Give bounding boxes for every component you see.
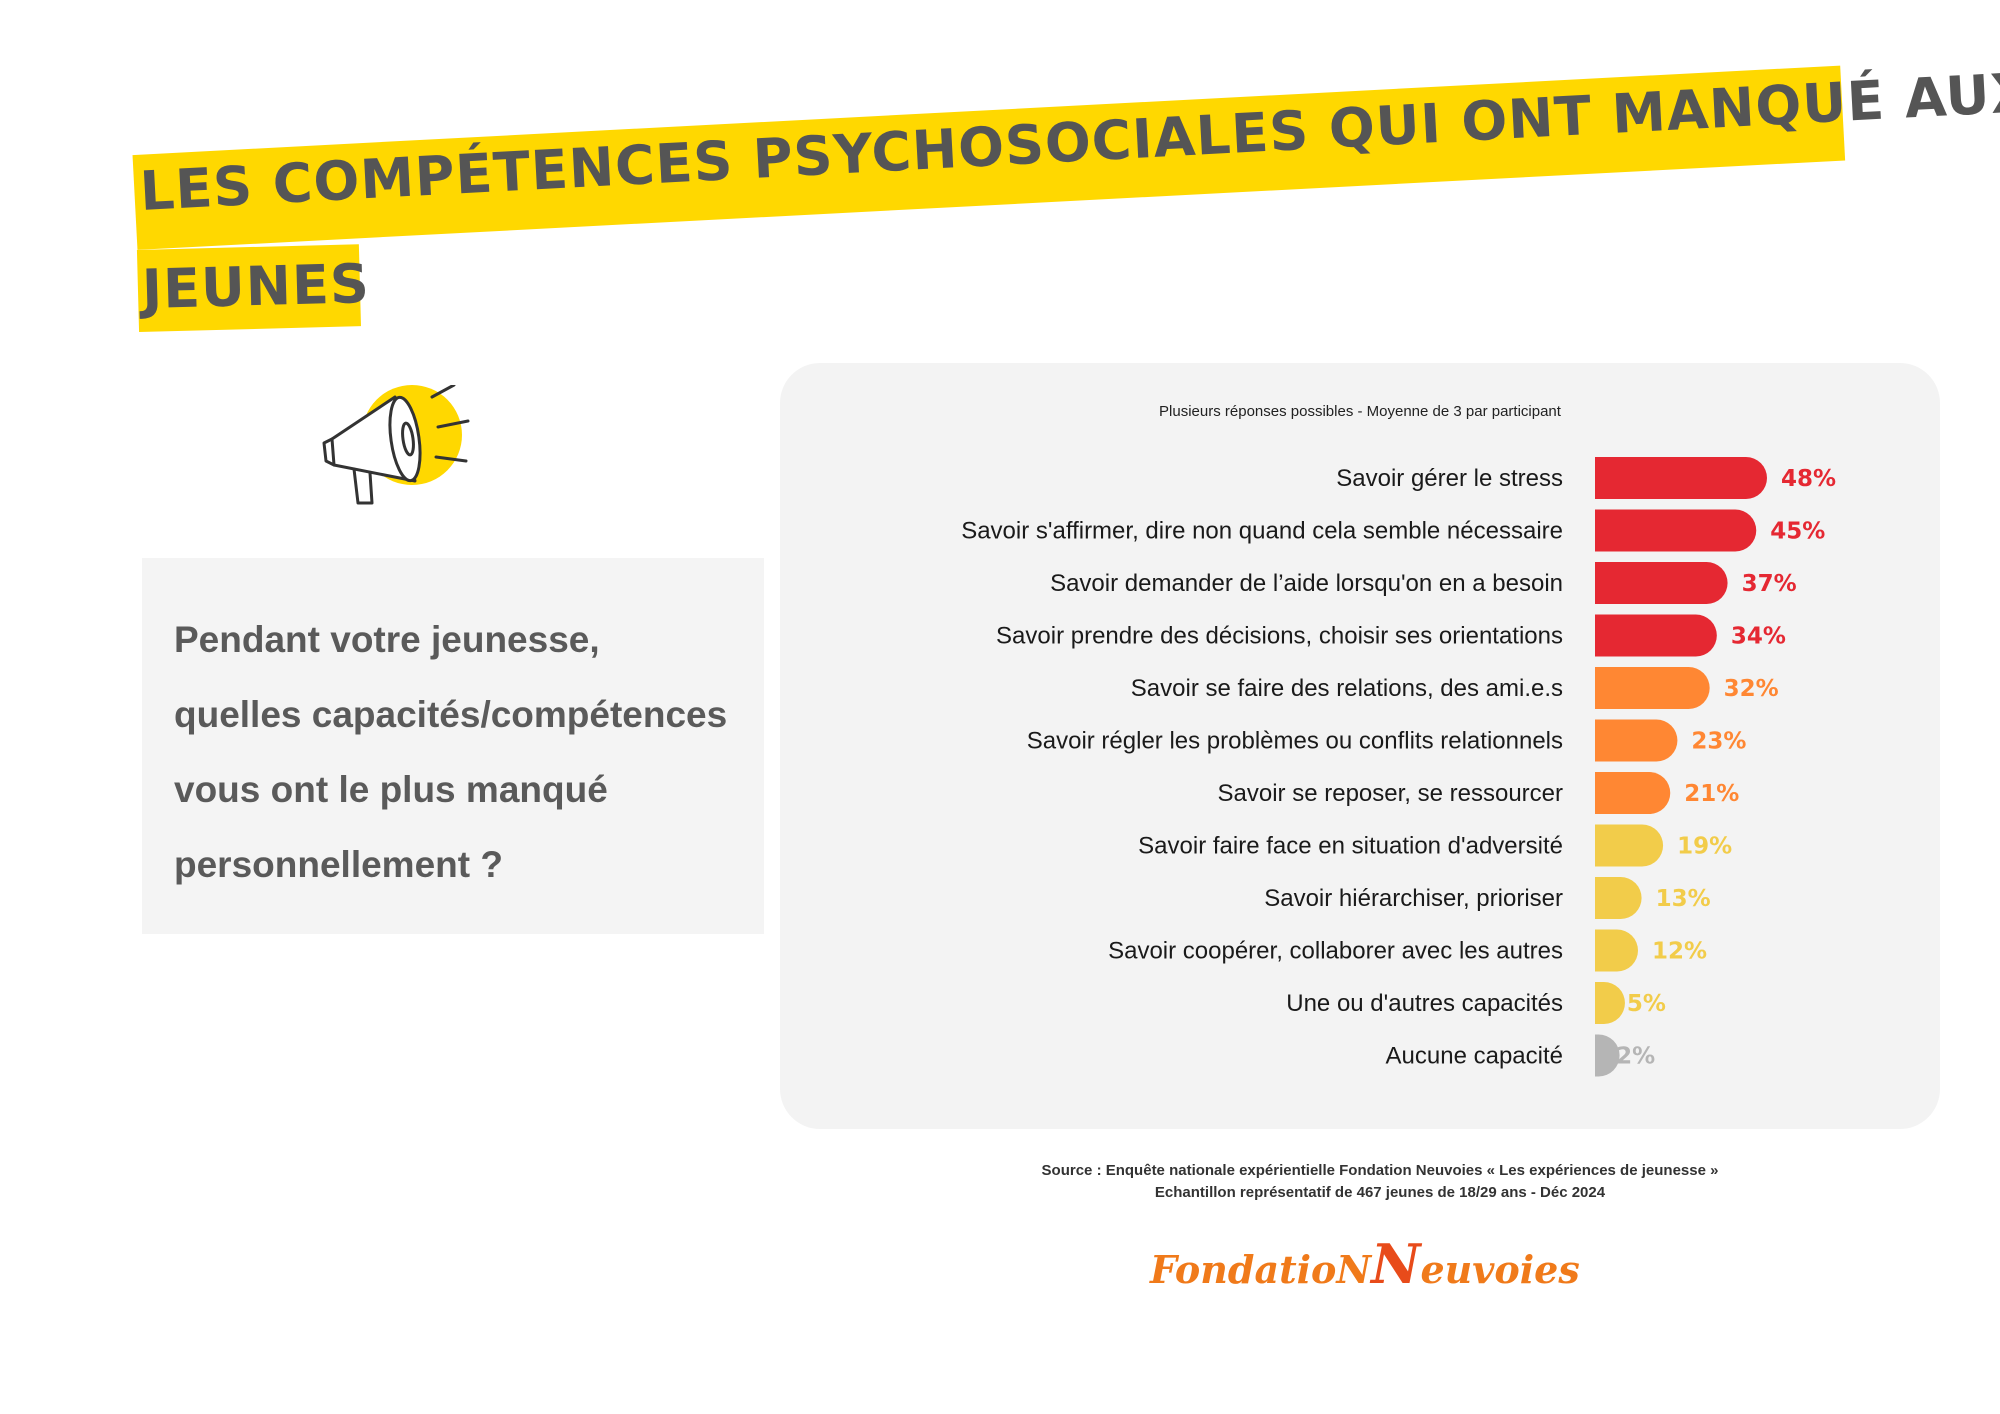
question-line: personnellement ? xyxy=(174,844,503,885)
value-label: 12% xyxy=(1652,939,1707,965)
category-label: Savoir gérer le stress xyxy=(1336,465,1563,492)
value-label: 13% xyxy=(1656,886,1711,912)
bar xyxy=(1595,562,1728,604)
value-label: 37% xyxy=(1742,571,1797,597)
category-label: Savoir régler les problèmes ou conflits … xyxy=(1027,728,1563,755)
value-label: 2% xyxy=(1616,1044,1655,1070)
value-label: 32% xyxy=(1724,676,1779,702)
value-label: 21% xyxy=(1684,781,1739,807)
bar xyxy=(1595,614,1717,657)
bar xyxy=(1595,509,1757,552)
value-label: 45% xyxy=(1770,519,1825,545)
value-label: 34% xyxy=(1731,624,1786,650)
bar xyxy=(1595,982,1625,1024)
category-label: Savoir se faire des relations, des ami.e… xyxy=(1131,675,1563,702)
bar-chart: Savoir gérer le stress 48% Savoir s'affirm… xyxy=(961,457,1836,1077)
category-label: Savoir prendre des décisions, choisir se… xyxy=(996,623,1563,650)
fondation-neuvoies-logo: FondatioNNeuvoies xyxy=(1150,1232,1580,1296)
question-box: Pendant votre jeunesse, quelles capacité… xyxy=(142,558,764,934)
bar xyxy=(1595,667,1710,709)
chart-card: Plusieurs réponses possibles - Moyenne d… xyxy=(780,363,1940,1129)
category-label: Savoir demander de l’aide lorsqu'on en a… xyxy=(1050,570,1563,597)
bar xyxy=(1595,1034,1620,1077)
chart-subtitle: Plusieurs réponses possibles - Moyenne d… xyxy=(1159,403,1561,420)
source-note: Source : Enquête nationale expérientiell… xyxy=(880,1160,1880,1204)
title-block: LES COMPÉTENCES PSYCHOSOCIALES QUI ONT M… xyxy=(130,61,2000,340)
bar xyxy=(1595,824,1664,867)
source-line-1: Source : Enquête nationale expérientiell… xyxy=(1041,1162,1719,1179)
logo-part-3: euvoies xyxy=(1420,1247,1580,1292)
bar xyxy=(1595,877,1642,919)
question-line: Pendant votre jeunesse, xyxy=(174,619,600,660)
source-line-2: Echantillon représentatif de 467 jeunes … xyxy=(1154,1184,1606,1201)
value-label: 19% xyxy=(1677,834,1732,860)
category-label: Aucune capacité xyxy=(1386,1043,1563,1070)
question-line: vous ont le plus manqué xyxy=(174,769,608,810)
bar xyxy=(1595,457,1767,499)
logo-part-2: N xyxy=(1371,1232,1421,1296)
megaphone-icon xyxy=(320,383,490,515)
bar xyxy=(1595,719,1678,762)
category-label: Savoir se reposer, se ressourcer xyxy=(1218,780,1563,807)
page-title-line-2: JEUNES xyxy=(141,252,371,321)
question-line: quelles capacités/compétences xyxy=(174,694,728,735)
bar xyxy=(1595,772,1671,814)
value-label: 23% xyxy=(1691,729,1746,755)
category-label: Savoir coopérer, collaborer avec les aut… xyxy=(1108,938,1563,965)
category-label: Savoir s'affirmer, dire non quand cela s… xyxy=(961,518,1563,545)
value-label: 5% xyxy=(1627,991,1666,1017)
bar xyxy=(1595,929,1638,972)
category-label: Une ou d'autres capacités xyxy=(1286,990,1563,1017)
category-label: Savoir hiérarchiser, prioriser xyxy=(1264,885,1563,912)
category-label: Savoir faire face en situation d'adversi… xyxy=(1138,833,1563,860)
value-label: 48% xyxy=(1781,466,1836,492)
logo-part-1: FondatioN xyxy=(1150,1247,1372,1292)
